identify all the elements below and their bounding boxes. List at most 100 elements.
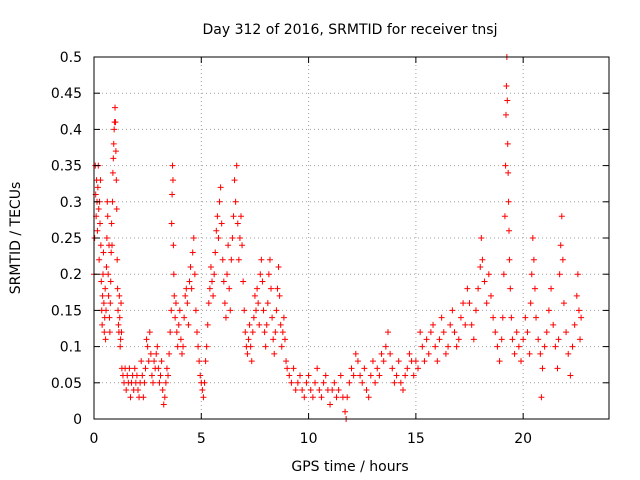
data-point <box>397 379 404 386</box>
data-point <box>241 307 248 314</box>
data-point <box>303 379 310 386</box>
data-point <box>280 314 287 321</box>
data-point <box>378 350 385 357</box>
data-point <box>112 148 119 155</box>
data-point <box>274 285 281 292</box>
data-point <box>541 343 548 350</box>
data-point <box>543 329 550 336</box>
data-point <box>453 343 460 350</box>
data-point <box>94 184 101 191</box>
data-point <box>115 321 122 328</box>
data-point <box>173 329 180 336</box>
data-point <box>255 300 262 307</box>
data-point <box>214 213 221 220</box>
data-point <box>275 263 282 270</box>
data-point <box>425 350 432 357</box>
data-point <box>188 285 195 292</box>
data-point <box>277 321 284 328</box>
data-point <box>146 329 153 336</box>
data-point <box>563 329 570 336</box>
data-point <box>427 329 434 336</box>
data-point <box>154 343 161 350</box>
data-point <box>266 256 273 263</box>
data-point <box>574 271 581 278</box>
data-point <box>475 285 482 292</box>
y-tick-labels: 0 0.05 0.1 0.15 0.2 0.25 0.3 0.35 0.4 0.45 0.5 <box>51 50 82 428</box>
data-point <box>201 379 208 386</box>
data-point <box>189 249 196 256</box>
data-point <box>123 387 130 394</box>
data-point <box>103 263 110 270</box>
y-tick-label: 0 <box>73 412 82 428</box>
data-point <box>494 343 501 350</box>
axis-ticks <box>93 56 609 420</box>
data-point <box>539 365 546 372</box>
data-point <box>145 358 152 365</box>
data-point <box>348 365 355 372</box>
data-point <box>537 350 544 357</box>
data-point <box>178 350 185 357</box>
data-point <box>395 358 402 365</box>
data-point <box>217 184 224 191</box>
data-point <box>520 336 527 343</box>
data-point <box>227 307 234 314</box>
data-point <box>290 365 297 372</box>
data-point <box>477 263 484 270</box>
data-point <box>103 235 110 241</box>
data-point <box>500 271 507 278</box>
data-point <box>112 104 119 111</box>
data-point <box>106 314 113 321</box>
data-point <box>259 278 266 285</box>
data-point <box>182 292 189 299</box>
data-point <box>204 321 211 328</box>
data-point <box>260 307 267 314</box>
data-point <box>205 300 212 307</box>
data-point <box>460 300 467 307</box>
data-point <box>264 300 271 307</box>
x-tick-label: 5 <box>197 431 206 447</box>
data-point <box>511 350 518 357</box>
data-point <box>142 365 149 372</box>
data-point <box>335 387 342 394</box>
data-point <box>101 329 108 336</box>
y-tick-label: 0.5 <box>60 50 82 66</box>
data-point <box>417 329 424 336</box>
data-point <box>531 285 538 292</box>
data-point <box>556 271 563 278</box>
x-tick-label: 15 <box>407 431 425 447</box>
data-point <box>213 227 220 234</box>
data-point <box>207 263 214 270</box>
data-point <box>284 365 291 372</box>
data-point <box>124 372 131 379</box>
data-point <box>509 336 516 343</box>
data-point <box>232 198 239 205</box>
data-point <box>163 365 170 372</box>
data-point <box>108 249 115 256</box>
data-point <box>212 249 219 256</box>
data-point <box>278 343 285 350</box>
data-point <box>575 307 582 314</box>
data-point <box>569 343 576 350</box>
data-point <box>554 365 561 372</box>
data-point <box>100 271 107 278</box>
data-point <box>169 191 176 198</box>
data-point <box>406 350 413 357</box>
data-point <box>294 379 301 386</box>
data-point <box>518 358 525 365</box>
data-point <box>134 387 141 394</box>
data-point <box>391 379 398 386</box>
data-point <box>545 307 552 314</box>
data-point <box>105 292 112 299</box>
data-point <box>96 256 103 263</box>
data-point <box>571 321 578 328</box>
y-tick-label: 0.45 <box>51 86 82 102</box>
data-point <box>144 343 151 350</box>
data-point <box>331 379 338 386</box>
data-point <box>337 372 344 379</box>
data-point <box>244 350 251 357</box>
data-point <box>215 235 222 241</box>
data-point <box>196 358 203 365</box>
y-tick-label: 0.1 <box>60 340 82 356</box>
data-point <box>527 300 534 307</box>
data-point <box>451 329 458 336</box>
